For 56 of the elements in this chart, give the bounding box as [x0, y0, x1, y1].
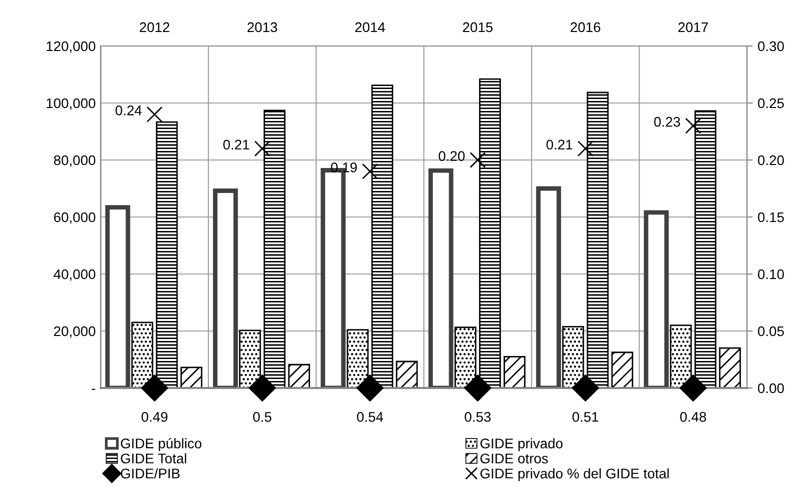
- y-tick-label: -: [92, 388, 96, 390]
- y-tick-label: 60,000: [54, 212, 96, 224]
- point: [470, 152, 486, 168]
- y-tick-label: 40,000: [54, 269, 96, 281]
- bar: [611, 352, 634, 388]
- bar: [396, 360, 418, 388]
- point: [685, 118, 702, 134]
- text: 0.54: [357, 412, 384, 422]
- legend-label: GIDE privado: [480, 438, 563, 452]
- point: [680, 374, 707, 402]
- text: 0.53: [464, 412, 491, 422]
- data-label: 0.24: [116, 106, 142, 116]
- x-tick-label: 2016: [570, 22, 600, 32]
- text: 0.51: [572, 412, 598, 422]
- data-label: 0.21: [546, 140, 572, 150]
- y-tick-label: 20,000: [54, 326, 96, 338]
- y2-tick-label: 0.10: [758, 269, 784, 280]
- bar: [288, 364, 310, 388]
- point: [146, 106, 163, 122]
- x-tick-label: 2015: [462, 22, 493, 32]
- bar: [719, 347, 741, 388]
- legend-label: GIDE/PIB: [120, 468, 180, 478]
- x-tick-label: 2014: [355, 22, 386, 32]
- point: [248, 374, 276, 402]
- x-tick-label: 2013: [248, 22, 278, 32]
- y2-tick-label: 0.30: [758, 41, 784, 52]
- text: 0.49: [142, 412, 168, 422]
- y-tick-label: 100,000: [46, 98, 96, 110]
- point: [356, 374, 384, 402]
- y-tick-label: 80,000: [54, 155, 96, 167]
- legend-label: GIDE privado % del GIDE total: [480, 468, 669, 482]
- point: [141, 374, 168, 402]
- x-tick-label: 2017: [678, 22, 708, 32]
- y-tick-label: 120,000: [46, 41, 96, 53]
- data-label: 0.20: [438, 151, 465, 161]
- y2-tick-label: 0.05: [758, 326, 784, 336]
- bar: [504, 356, 526, 388]
- y2-tick-label: 0.15: [758, 212, 784, 222]
- legend-label: GIDE otros: [480, 454, 548, 464]
- point: [572, 374, 599, 402]
- data-label: 0.21: [223, 140, 250, 150]
- data-label: 0.19: [331, 162, 357, 172]
- y2-tick-label: 0.25: [758, 98, 784, 108]
- point: [362, 163, 378, 180]
- y2-tick-label: 0.20: [758, 155, 784, 166]
- legend-label: GIDE público: [120, 438, 202, 452]
- bar: [180, 366, 202, 388]
- point: [254, 140, 270, 157]
- y2-tick-label: 0.00: [758, 383, 784, 394]
- text: 0.5: [253, 412, 272, 422]
- point: [464, 374, 492, 402]
- point: [577, 140, 594, 157]
- text: 0.48: [680, 412, 706, 422]
- data-label: 0.23: [654, 116, 680, 127]
- x-tick-label: 2012: [140, 22, 170, 32]
- legend-label: GIDE Total: [120, 453, 186, 464]
